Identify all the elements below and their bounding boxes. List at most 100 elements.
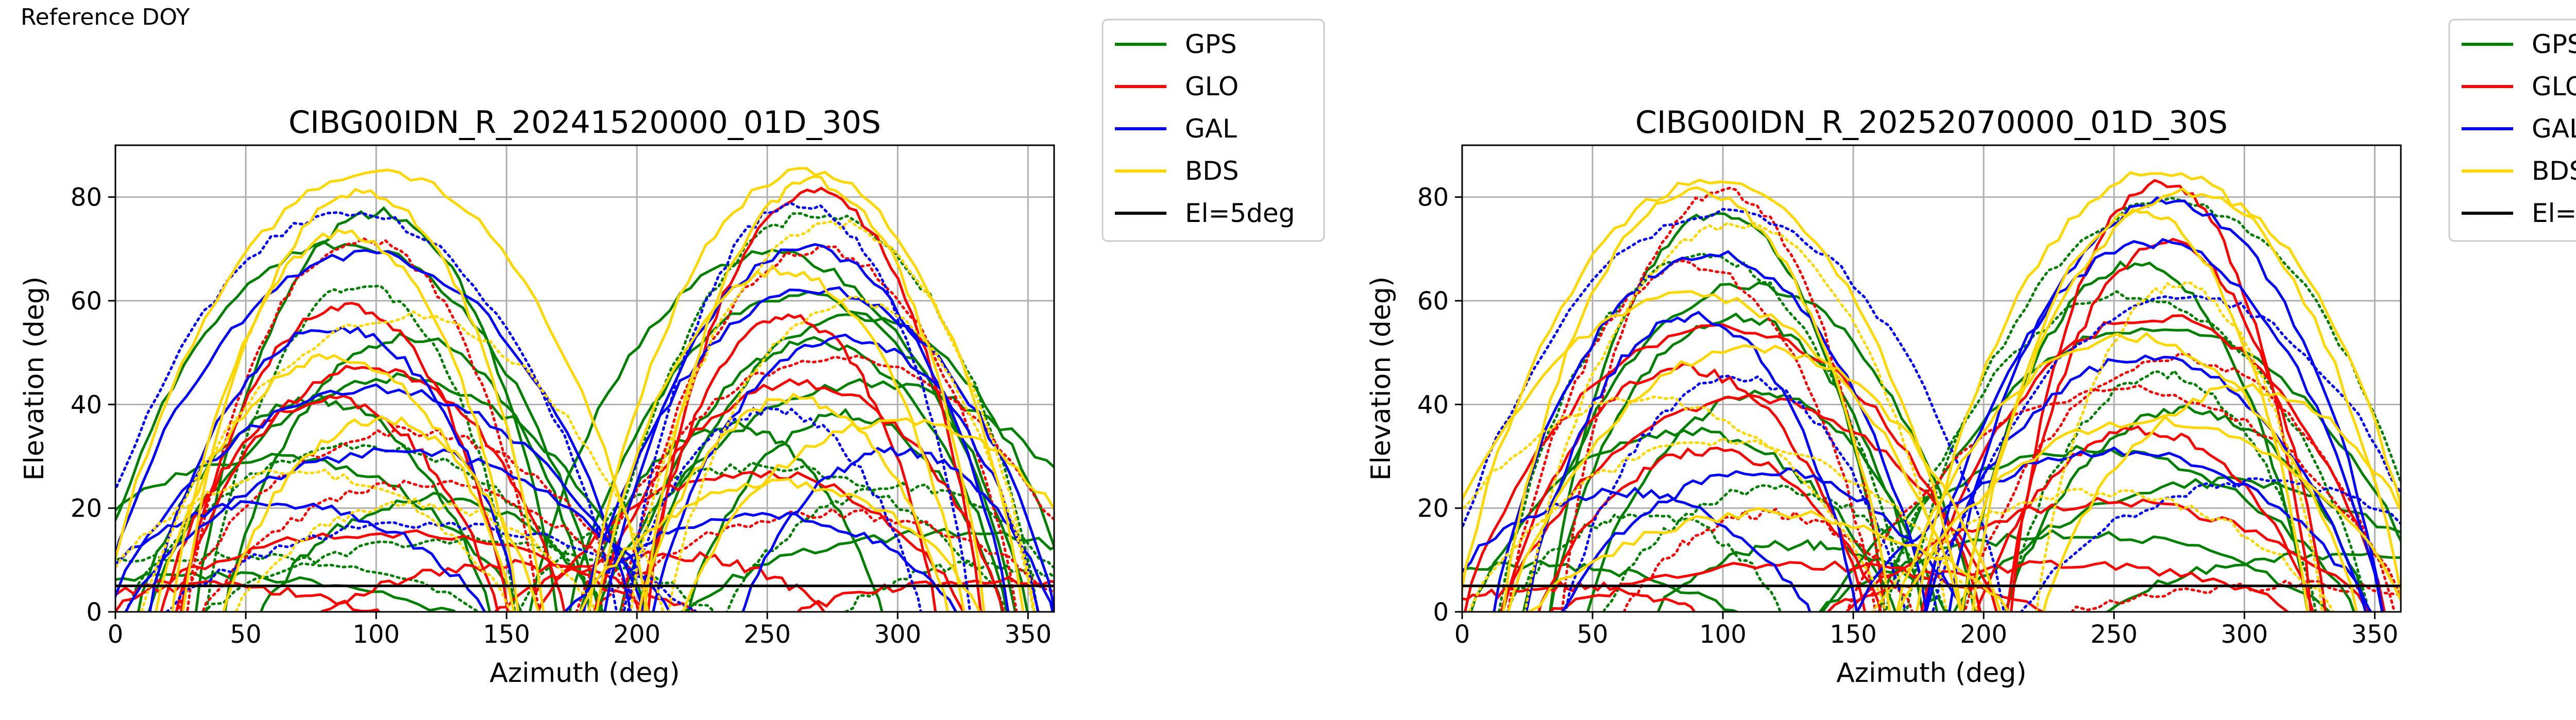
axes-frame: [1461, 144, 2402, 613]
track-bds: [667, 296, 1035, 612]
track-bds: [1528, 507, 2010, 612]
track-gps: [1602, 484, 1947, 612]
track-bds: [1971, 208, 2309, 612]
track-bds: [140, 310, 665, 612]
x-axis-label: Azimuth (deg): [489, 658, 680, 689]
track-glo: [2010, 179, 2312, 612]
track-bds: [1502, 186, 1891, 612]
x-tick-label: 150: [1829, 620, 1877, 649]
legend-box: [1101, 19, 1325, 242]
x-tick-label: 250: [2090, 620, 2138, 649]
legend-label: BDS: [1185, 156, 1239, 186]
track-glo: [1920, 314, 2386, 612]
x-tick-label: 300: [2221, 620, 2268, 649]
track-gal: [164, 521, 698, 612]
chart-panel-1: 0 50 100 150 200 250 300 350 0 20 40 60 80 CIBG00IDN_…: [19, 19, 1325, 689]
y-tick-label: 80: [1417, 183, 1449, 212]
track-bds: [1523, 221, 1948, 612]
legend-label: GAL: [1185, 114, 1237, 144]
x-tick-label: 200: [1960, 620, 2007, 649]
chart-panel-2: 0 50 100 150 200 250 300 350 0 20 40 60 80 CIBG00IDN_…: [1366, 19, 2576, 689]
track-gps: [677, 527, 1054, 612]
y-tick-label: 0: [86, 598, 102, 627]
track-gal: [1462, 208, 2006, 612]
x-tick-label: 150: [483, 620, 530, 649]
track-glo: [186, 236, 540, 612]
page-label: Reference DOY: [21, 4, 190, 30]
track-gps: [1877, 327, 2401, 612]
track-gps: [147, 372, 647, 612]
y-tick-label: 60: [1417, 287, 1449, 316]
track-gps: [568, 290, 1029, 612]
track-gps: [687, 407, 1004, 612]
track-gal: [622, 406, 922, 612]
track-bds: [638, 392, 950, 612]
track-gps: [725, 481, 1054, 612]
x-tick-label: 0: [108, 620, 124, 649]
track-gal: [2020, 477, 2401, 612]
data-area: [115, 167, 1054, 612]
x-axis-label: Azimuth (deg): [1836, 658, 2026, 689]
y-tick-label: 20: [1417, 494, 1449, 523]
track-bds: [2035, 281, 2324, 612]
ticks: 0 50 100 150 200 250 300 350 0 20 40 60 80: [1417, 183, 2398, 649]
track-gal: [1462, 486, 1811, 612]
track-glo: [160, 394, 499, 612]
legend-label: El=5deg: [2532, 198, 2576, 228]
track-glo: [176, 425, 641, 612]
track-gps: [260, 491, 604, 612]
track-gal: [1931, 295, 2401, 612]
track-gps: [1586, 389, 1939, 612]
track-bds: [1462, 395, 1888, 612]
x-tick-label: 350: [1005, 620, 1052, 649]
x-tick-label: 200: [613, 620, 660, 649]
track-gal: [1948, 196, 2384, 612]
track-gal: [1561, 467, 1964, 612]
track-gps: [1522, 281, 1976, 612]
track-bds: [222, 415, 540, 612]
track-gps: [1884, 290, 2371, 612]
legend-label: GLO: [2532, 72, 2576, 101]
track-gal: [564, 512, 958, 612]
track-glo: [201, 479, 641, 612]
track-bds: [181, 187, 545, 612]
chart-title: CIBG00IDN_R_20252070000_01D_30S: [1635, 105, 2228, 141]
track-bds: [1462, 290, 1962, 612]
track-bds: [682, 417, 1054, 612]
track-glo: [1845, 384, 2401, 612]
track-bds: [115, 468, 513, 612]
x-tick-label: 100: [1699, 620, 1747, 649]
y-tick-label: 0: [1433, 598, 1449, 627]
track-bds: [115, 168, 649, 612]
grid: [114, 145, 1054, 613]
track-bds: [171, 228, 520, 612]
track-gal: [124, 447, 671, 612]
track-bds: [1897, 414, 2401, 612]
track-gps: [2004, 368, 2317, 612]
track-bds: [1506, 344, 2002, 612]
track-gps: [115, 570, 457, 612]
track-glo: [620, 245, 1018, 612]
y-tick-label: 40: [1417, 390, 1449, 419]
track-glo: [1963, 352, 2396, 612]
track-bds: [1468, 437, 1979, 612]
x-tick-label: 300: [874, 620, 922, 649]
track-glo: [1561, 186, 1886, 612]
track-bds: [630, 219, 1036, 612]
y-tick-label: 20: [71, 494, 102, 523]
track-gal: [1564, 374, 1907, 612]
legend-label: GLO: [1185, 72, 1239, 101]
x-tick-label: 350: [2351, 620, 2399, 649]
track-glo: [180, 302, 510, 612]
track-gal: [1923, 238, 2384, 612]
legend: GPS GLO GAL BDS El=5deg: [2448, 19, 2576, 242]
track-glo: [493, 550, 826, 612]
legend-label: GPS: [2532, 29, 2576, 59]
x-tick-label: 0: [1454, 620, 1470, 649]
axes-frame: [114, 144, 1055, 613]
legend-label: El=5deg: [1185, 198, 1295, 228]
y-tick-label: 80: [71, 183, 102, 212]
track-gal: [115, 249, 632, 612]
track-bds: [234, 497, 597, 612]
track-gal: [626, 202, 972, 612]
